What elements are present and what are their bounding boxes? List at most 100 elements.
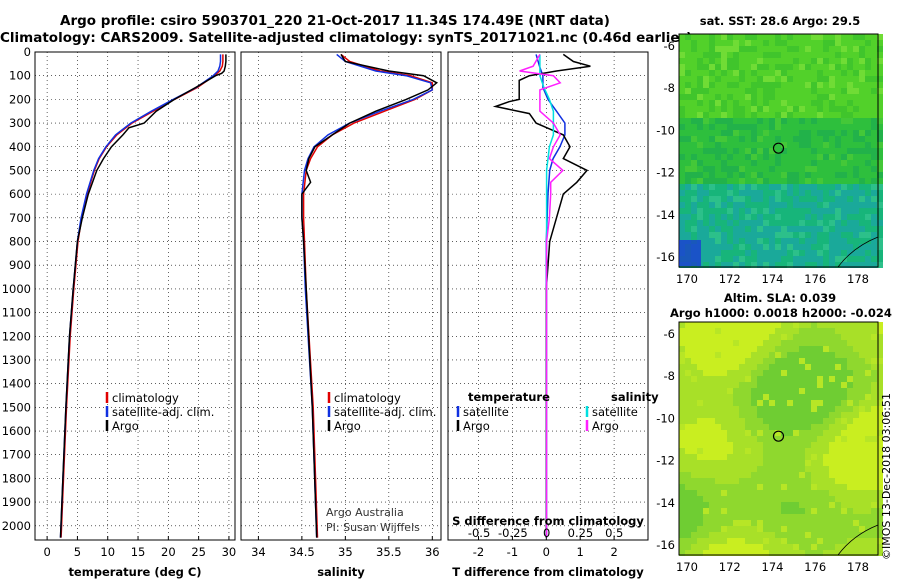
map-cell xyxy=(715,142,721,148)
map-cell xyxy=(721,478,727,484)
map-cell xyxy=(679,64,685,70)
map-cell xyxy=(769,184,775,190)
map-cell xyxy=(835,178,841,184)
map-cell xyxy=(847,466,853,472)
sla-map xyxy=(678,321,883,556)
map-cell xyxy=(685,460,691,466)
map-cell xyxy=(871,202,877,208)
map-cell xyxy=(727,430,733,436)
map-cell xyxy=(721,196,727,202)
map-cell xyxy=(781,334,787,340)
map-cell xyxy=(763,490,769,496)
map-cell xyxy=(775,478,781,484)
map-cell xyxy=(691,220,697,226)
map-cell xyxy=(679,472,685,478)
map-cell xyxy=(679,76,685,82)
map-cell xyxy=(709,220,715,226)
map-cell xyxy=(847,454,853,460)
map-cell xyxy=(829,232,835,238)
map-cell xyxy=(709,340,715,346)
map-cell xyxy=(859,466,865,472)
map-cell xyxy=(721,520,727,526)
map-cell xyxy=(709,34,715,40)
series-climatology xyxy=(302,53,434,538)
map-cell xyxy=(739,538,745,544)
map-cell xyxy=(709,88,715,94)
map-cell xyxy=(817,454,823,460)
map-cell xyxy=(769,418,775,424)
map-cell xyxy=(847,94,853,100)
map-cell xyxy=(871,244,877,250)
map-cell xyxy=(781,466,787,472)
map-cell xyxy=(757,490,763,496)
map-cell xyxy=(811,52,817,58)
map-cell xyxy=(871,340,877,346)
map-cell xyxy=(841,220,847,226)
map-cell xyxy=(835,196,841,202)
map-cell xyxy=(829,538,835,544)
map-cell xyxy=(709,178,715,184)
map-cell xyxy=(781,58,787,64)
map-cell xyxy=(829,514,835,520)
map-cell xyxy=(859,142,865,148)
map-cell xyxy=(853,160,859,166)
map-cell xyxy=(703,40,709,46)
map-cell xyxy=(859,238,865,244)
map-cell xyxy=(763,412,769,418)
map-cell xyxy=(817,100,823,106)
map-cell xyxy=(817,442,823,448)
map-cell xyxy=(715,220,721,226)
map-cell xyxy=(847,538,853,544)
map-cell xyxy=(859,448,865,454)
map-cell xyxy=(769,340,775,346)
map-cell xyxy=(835,466,841,472)
map-cell xyxy=(703,538,709,544)
map-cell xyxy=(691,478,697,484)
map-cell xyxy=(721,106,727,112)
map-cell xyxy=(799,214,805,220)
map-cell xyxy=(763,508,769,514)
map-cell xyxy=(703,472,709,478)
map-cell xyxy=(781,112,787,118)
map-cell xyxy=(835,352,841,358)
map-cell xyxy=(871,220,877,226)
map-cell xyxy=(799,220,805,226)
map-cell xyxy=(859,376,865,382)
map-cell xyxy=(715,112,721,118)
map-x-tick: 172 xyxy=(719,560,741,574)
map-cell xyxy=(721,160,727,166)
map-cell xyxy=(877,46,883,52)
map-cell xyxy=(745,112,751,118)
y-tick-label: 1000 xyxy=(2,282,31,296)
map-cell xyxy=(847,442,853,448)
map-cell xyxy=(877,376,883,382)
map-cell xyxy=(763,442,769,448)
map-cell xyxy=(841,148,847,154)
map-cell xyxy=(775,208,781,214)
map-cell xyxy=(769,388,775,394)
map-cell xyxy=(727,154,733,160)
map-cell xyxy=(853,220,859,226)
map-cell xyxy=(757,358,763,364)
map-y-tick: -10 xyxy=(656,411,675,425)
map-cell xyxy=(871,64,877,70)
map-cell xyxy=(757,484,763,490)
map-cell xyxy=(679,358,685,364)
map-cell xyxy=(703,232,709,238)
map-cell xyxy=(811,334,817,340)
y-tick-label: 300 xyxy=(9,116,31,130)
map-cell xyxy=(781,418,787,424)
map-cell xyxy=(757,466,763,472)
map-cell xyxy=(721,172,727,178)
map-cell xyxy=(715,478,721,484)
map-cell xyxy=(817,118,823,124)
map-cell xyxy=(745,508,751,514)
map-cell xyxy=(853,394,859,400)
map-cell xyxy=(847,370,853,376)
map-cell xyxy=(835,538,841,544)
map-cell xyxy=(697,358,703,364)
map-cell xyxy=(805,352,811,358)
map-cell xyxy=(811,46,817,52)
map-cell xyxy=(811,478,817,484)
map-cell xyxy=(871,226,877,232)
